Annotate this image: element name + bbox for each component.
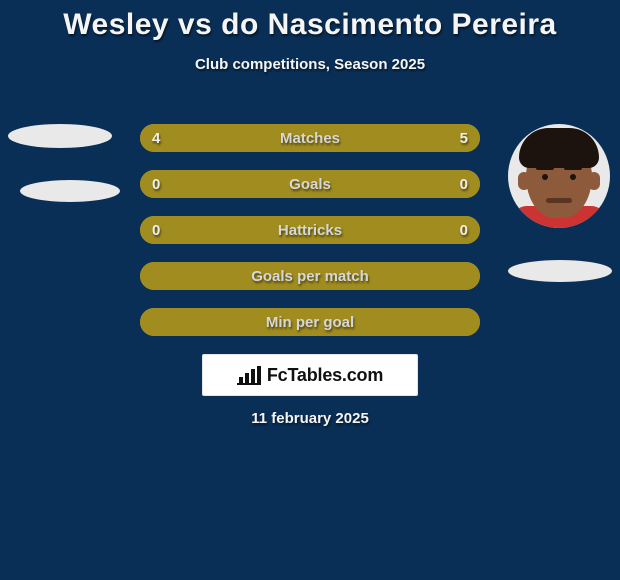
comparison-bars: 45Matches00Goals00HattricksGoals per mat… [140, 124, 480, 354]
brand-badge: FcTables.com [202, 354, 418, 396]
stat-value-left: 0 [152, 216, 160, 244]
page-title: Wesley vs do Nascimento Pereira [0, 0, 620, 42]
player-right-club-badge [508, 260, 612, 282]
stat-value-right: 5 [460, 124, 468, 152]
player-left-club-badge [20, 180, 120, 202]
stat-row: Min per goal [140, 308, 480, 336]
stat-row: Goals per match [140, 262, 480, 290]
stat-row: 00Hattricks [140, 216, 480, 244]
stat-row: 45Matches [140, 124, 480, 152]
brand-text: FcTables.com [267, 365, 383, 386]
player-right-avatar [508, 124, 610, 228]
stat-row: 00Goals [140, 170, 480, 198]
date: 11 february 2025 [0, 410, 620, 427]
bars-glyph-icon [237, 365, 261, 385]
player-right-face-icon [508, 124, 610, 228]
subtitle: Club competitions, Season 2025 [0, 56, 620, 73]
stat-value-right: 0 [460, 216, 468, 244]
stat-value-right: 0 [460, 170, 468, 198]
stat-value-left: 0 [152, 170, 160, 198]
stat-value-left: 4 [152, 124, 160, 152]
player-left-avatar [8, 124, 112, 148]
